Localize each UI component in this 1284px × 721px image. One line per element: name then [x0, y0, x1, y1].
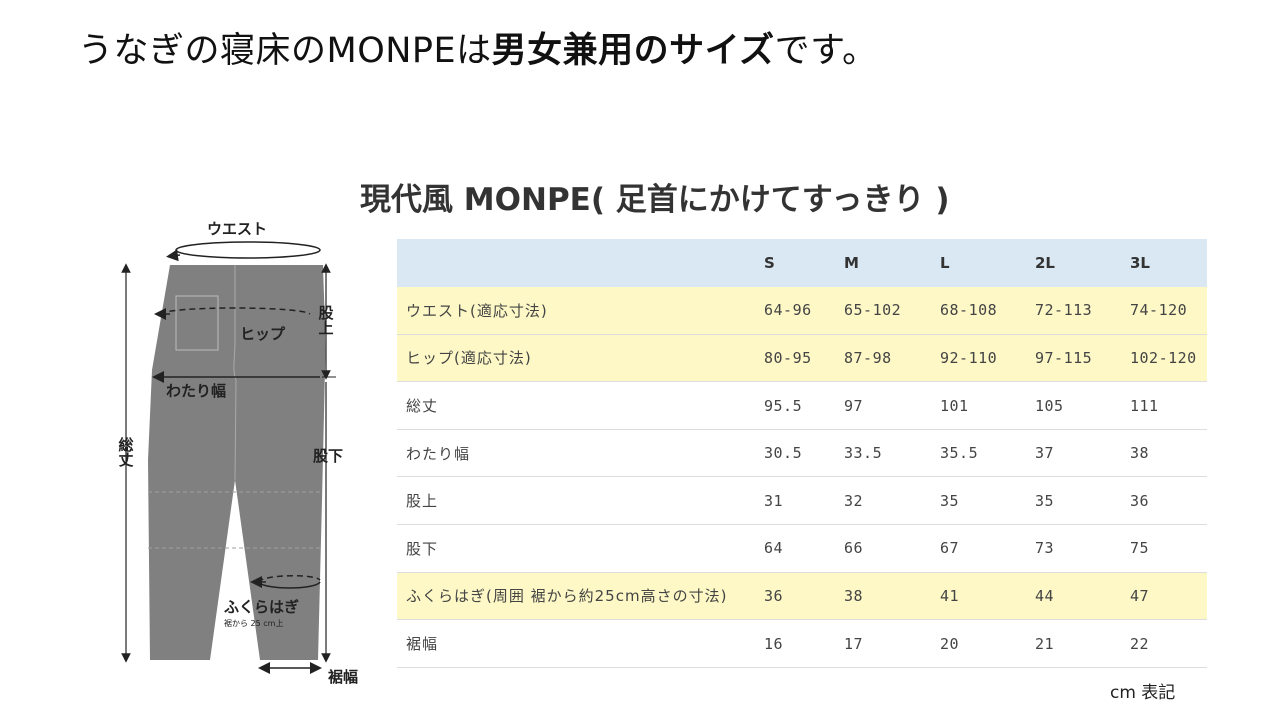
table-row: 股上 31 32 35 35 36	[397, 476, 1207, 526]
table-cell: 38	[836, 572, 932, 621]
table-cell: 105	[1027, 381, 1122, 430]
rise-label: 股上	[318, 304, 334, 337]
table-cell: 92-110	[932, 334, 1027, 383]
table-cell: 66	[836, 524, 932, 573]
table-cell: 16	[755, 619, 836, 668]
inseam-label: 股下	[313, 447, 344, 465]
table-cell: 38	[1122, 429, 1207, 478]
table-row: 裾幅 16 17 20 21 22	[397, 619, 1207, 668]
waist-label: ウエスト	[207, 220, 268, 238]
table-cell: 22	[1122, 619, 1207, 668]
table-cell: 17	[836, 619, 932, 668]
chart-title: 現代風 MONPE( 足首にかけてすっきり )	[360, 182, 950, 218]
table-cell: 73	[1027, 524, 1122, 573]
table-cell: 35	[1027, 476, 1122, 526]
table-cell: 21	[1027, 619, 1122, 668]
size-header-l: L	[932, 239, 1027, 287]
table-cell: 97-115	[1027, 334, 1122, 383]
table-cell: 30.5	[755, 429, 836, 478]
table-row: わたり幅 30.5 33.5 35.5 37 38	[397, 429, 1207, 478]
table-header-blank	[397, 239, 755, 287]
row-label: 総丈	[397, 381, 755, 430]
table-cell: 101	[932, 381, 1027, 430]
table-row: 総丈 95.5 97 101 105 111	[397, 381, 1207, 430]
thigh-label: わたり幅	[166, 382, 227, 400]
table-cell: 75	[1122, 524, 1207, 573]
table-cell: 47	[1122, 572, 1207, 621]
table-cell: 35	[932, 476, 1027, 526]
table-cell: 32	[836, 476, 932, 526]
table-cell: 64-96	[755, 286, 836, 335]
pants-diagram: ウエスト ヒップ 股上 わたり幅 総丈 股下 ふくらはぎ 裾から 25 cm上 …	[100, 210, 370, 690]
table-cell: 41	[932, 572, 1027, 621]
row-label: 裾幅	[397, 619, 755, 668]
table-cell: 36	[1122, 476, 1207, 526]
headline-bold-text: 男女兼用のサイズ	[491, 31, 775, 71]
unit-note: cm 表記	[1110, 683, 1176, 703]
table-row: ふくらはぎ(周囲 裾から約25cm高さの寸法) 36 38 41 44 47	[397, 572, 1207, 621]
table-cell: 87-98	[836, 334, 932, 383]
table-row: 股下 64 66 67 73 75	[397, 524, 1207, 573]
calf-label: ふくらはぎ	[224, 598, 300, 616]
table-cell: 35.5	[932, 429, 1027, 478]
table-cell: 74-120	[1122, 286, 1207, 335]
table-cell: 20	[932, 619, 1027, 668]
row-label: ウエスト(適応寸法)	[397, 286, 755, 335]
table-cell: 72-113	[1027, 286, 1122, 335]
table-cell: 95.5	[755, 381, 836, 430]
pants-shape	[148, 265, 326, 660]
length-label: 総丈	[118, 436, 134, 469]
hip-label: ヒップ	[240, 325, 286, 343]
row-label: ヒップ(適応寸法)	[397, 334, 755, 383]
table-cell: 111	[1122, 381, 1207, 430]
table-cell: 36	[755, 572, 836, 621]
table-row: ヒップ(適応寸法) 80-95 87-98 92-110 97-115 102-120	[397, 334, 1207, 383]
row-label: ふくらはぎ(周囲 裾から約25cm高さの寸法)	[397, 572, 755, 621]
calf-note: 裾から 25 cm上	[224, 619, 284, 628]
table-cell: 33.5	[836, 429, 932, 478]
row-label: わたり幅	[397, 429, 755, 478]
size-header-2l: 2L	[1027, 239, 1122, 287]
table-cell: 97	[836, 381, 932, 430]
pants-illustration	[121, 241, 336, 674]
headline: うなぎの寝床のMONPEは男女兼用のサイズです。	[78, 22, 878, 73]
headline-text-2: です。	[774, 31, 878, 71]
table-cell: 102-120	[1122, 334, 1207, 383]
row-label: 股下	[397, 524, 755, 573]
table-cell: 44	[1027, 572, 1122, 621]
table-cell: 67	[932, 524, 1027, 573]
table-cell: 37	[1027, 429, 1122, 478]
table-cell: 31	[755, 476, 836, 526]
size-table-body: S M L 2L 3L ウエスト(適応寸法) 64-96 65-102 68-108 7…	[397, 239, 1207, 668]
table-cell: 65-102	[836, 286, 932, 335]
size-table: S M L 2L 3L ウエスト(適応寸法) 64-96 65-102 68-108 7…	[397, 239, 1207, 668]
size-header-3l: 3L	[1122, 239, 1207, 287]
table-header-row: S M L 2L 3L	[397, 239, 1207, 287]
table-cell: 80-95	[755, 334, 836, 383]
table-row: ウエスト(適応寸法) 64-96 65-102 68-108 72-113 74-120	[397, 286, 1207, 335]
table-cell: 68-108	[932, 286, 1027, 335]
hem-label: 裾幅	[328, 668, 359, 686]
table-cell: 64	[755, 524, 836, 573]
size-header-s: S	[755, 239, 836, 287]
row-label: 股上	[397, 476, 755, 526]
size-header-m: M	[836, 239, 932, 287]
headline-text-1: うなぎの寝床のMONPEは	[78, 31, 492, 71]
